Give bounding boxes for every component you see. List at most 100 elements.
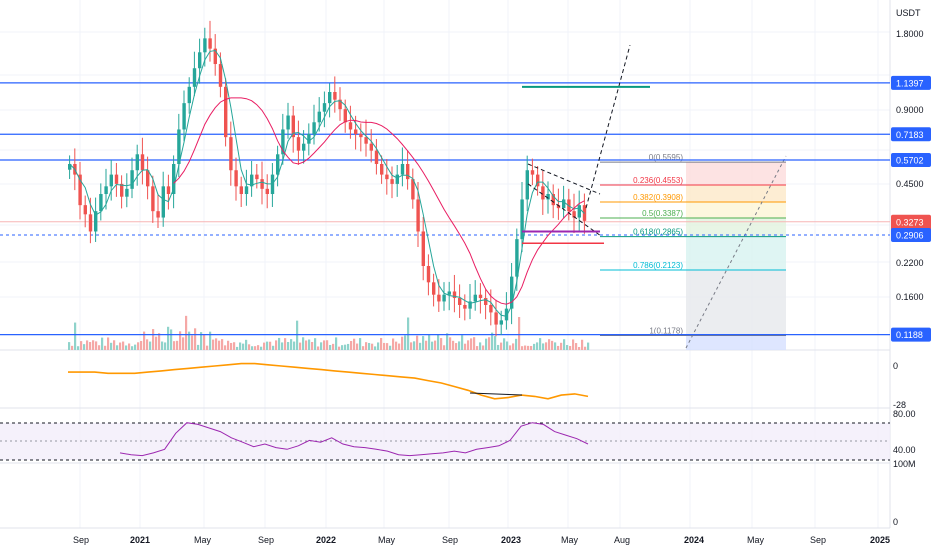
volume-bar [344,344,347,350]
volume-bar [449,337,452,350]
candle [458,298,462,305]
volume-bar [323,340,326,350]
volume-bar [374,346,377,350]
price-badge-label: 0.2906 [896,231,924,241]
volume-bar [494,336,497,350]
volume-bar [275,340,278,350]
candle [489,304,493,313]
volume-bar [260,346,263,350]
volume-bar [566,344,569,350]
price-tick: 0.4500 [896,179,924,189]
time-label: Sep [73,535,89,545]
candle [120,183,124,197]
volume-bar [365,342,368,350]
fib-level-label: 0.786(0.2123) [633,261,683,270]
volume-bar [380,337,383,350]
time-label: Sep [258,535,274,545]
candle [504,308,509,321]
candle [255,174,259,180]
candle [541,186,545,200]
candle [338,99,342,110]
volume-bar [554,342,557,350]
price-badge [891,75,931,90]
candle [546,194,550,200]
candle [468,301,472,309]
volume-bar [281,342,284,350]
candle [146,170,150,187]
fib-level-label: 1(0.1178) [649,327,683,336]
horizontal-levels[interactable] [0,82,890,336]
volume-bar [461,335,464,350]
volume-bar [110,342,113,350]
volume-bar [230,342,233,350]
volume-bar [245,339,248,350]
volume-bar [446,333,449,350]
volume-bar [419,342,422,350]
candle [525,170,529,200]
time-label: May [747,535,765,545]
time-label: 2024 [684,535,704,545]
oscillator-line [68,362,589,400]
candle [130,170,134,189]
volume-bar [536,342,539,350]
candle [374,150,379,164]
candle [328,92,332,104]
volume-bar [425,340,428,350]
time-label: 2021 [130,535,150,545]
candle [166,186,171,195]
candle [156,211,160,218]
volume-bar [287,342,290,350]
volume-bar [479,342,482,350]
volume-bar [191,335,194,350]
volume-bar [101,337,104,350]
breakout-projection-line [585,44,631,209]
time-label: May [561,535,579,545]
currency-label: USDT [896,8,921,18]
volume-tick: 0 [893,517,898,527]
volume-bar [242,343,245,350]
volume-bar [182,337,185,350]
drawings[interactable] [522,44,650,244]
candle [291,115,295,138]
candle [182,103,186,130]
volume-bar [239,342,242,350]
candle [395,174,399,184]
price-tick: 0.1600 [896,292,924,302]
candle [359,134,363,138]
volume-bar [509,345,512,350]
candle [68,163,72,170]
candles [68,20,587,337]
candle [307,134,311,144]
candle [442,294,446,302]
volume-bar [362,346,365,350]
volume-bar [158,333,161,350]
candle [83,205,87,215]
fib-retracement[interactable]: 0(0.5595) 0.236(0.4553) 0.382(0.3908) 0.5(0… [600,153,787,350]
volume-bar [119,342,122,350]
volume-bar [560,342,563,350]
volume-bar [98,345,101,350]
volume-bar [503,338,506,350]
volume-bar [257,345,260,350]
candle [218,64,223,87]
volume-bar [371,343,374,350]
candle [426,266,431,283]
volume-bar [413,341,416,350]
volume-bar [86,340,89,350]
volume-bar [506,341,509,350]
fib-trendline [685,155,787,349]
price-tick: 0.2200 [896,258,924,268]
volume-bar [185,315,188,350]
volume-bar [350,341,353,350]
fib-band [686,162,786,186]
candle [562,199,566,209]
volume-bar [434,340,437,350]
candle [567,199,571,212]
candle [577,205,581,218]
volume-bar [140,340,143,350]
volume-bar [473,337,476,350]
volume-bar [515,338,518,350]
candle [234,170,238,187]
